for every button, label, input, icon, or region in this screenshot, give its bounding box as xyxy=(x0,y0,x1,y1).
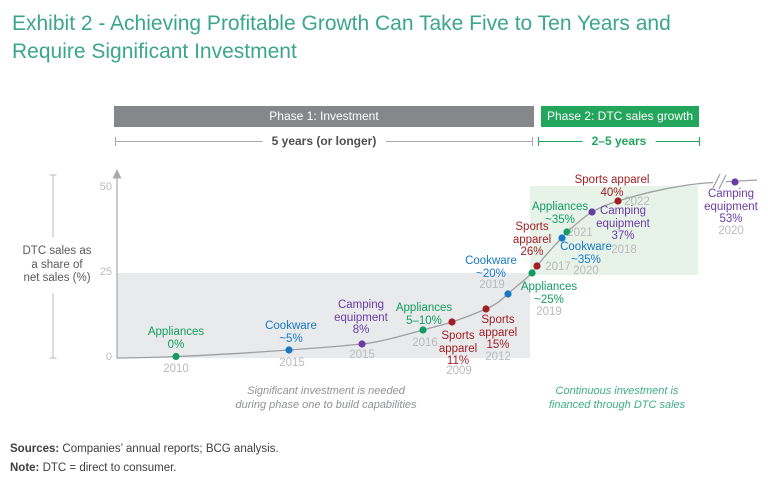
data-points xyxy=(172,178,739,361)
axis-break-icon xyxy=(712,173,727,190)
page-title: Exhibit 2 - Achieving Profitable Growth … xyxy=(12,10,671,66)
note-line: Note: DTC = direct to consumer. xyxy=(10,462,176,474)
data-point-cookware-2019 xyxy=(504,290,512,298)
y-axis-title-line1: DTC sales as xyxy=(22,245,92,257)
sources-text: Companies’ annual reports; BCG analysis. xyxy=(59,443,279,455)
y-axis-title-line3: net sales (%) xyxy=(23,272,91,284)
note-text: DTC = direct to consumer. xyxy=(39,462,177,474)
point-year-sports-40pct: 2022 xyxy=(624,196,650,208)
point-year-appliances-0pct: 2010 xyxy=(163,363,189,375)
point-label-cookware-5pct: Cookware ~5% xyxy=(265,320,317,345)
phase1-annotation: Significant investment is needed during … xyxy=(235,385,417,411)
point-year-cookware-20pct: 2019 xyxy=(479,279,505,291)
point-label-appliances-25pct: Appliances ~25% xyxy=(520,281,578,306)
phase2-bar: Phase 2: DTC sales growth xyxy=(541,106,699,127)
point-year-camping-53pct: 2020 xyxy=(718,225,744,237)
point-label-camping-53pct: Camping equipment 53% xyxy=(704,188,758,225)
point-label-sports-11pct: Sports apparel 11% xyxy=(438,330,478,367)
point-label-cookware-35pct: Cookware ~35% xyxy=(560,241,612,266)
phase2-shaded-band xyxy=(530,186,698,275)
data-point-sports-2017 xyxy=(533,262,541,270)
phase2-duration-span: 2–5 years xyxy=(538,134,700,148)
point-year-camping-37pct: 2018 xyxy=(611,244,637,256)
data-point-appliances-2019 xyxy=(528,269,536,277)
phase1-duration-tick-left xyxy=(115,137,116,146)
data-point-sports-2012 xyxy=(482,305,490,313)
point-label-camping-8pct: Camping equipment 8% xyxy=(334,299,388,336)
data-point-camping-2020 xyxy=(731,178,739,186)
point-label-appliances-5-10pct: Appliances 5–10% xyxy=(395,302,453,327)
sources-line: Sources: Companies’ annual reports; BCG … xyxy=(10,443,279,455)
point-year-camping-8pct: 2015 xyxy=(349,349,375,361)
data-point-appliances-2021 xyxy=(563,228,571,236)
data-point-appliances-2016 xyxy=(419,326,427,334)
data-point-camping-2018 xyxy=(588,208,596,216)
point-label-sports-15pct: Sports apparel 15% xyxy=(478,314,518,351)
point-year-sports-11pct: 2009 xyxy=(446,365,472,377)
y-axis-title: DTC sales as a share of net sales (%) xyxy=(7,245,107,286)
data-point-camping-2015 xyxy=(358,340,366,348)
point-year-sports-26pct: 2017 xyxy=(545,261,571,273)
phase2-duration-tick-left xyxy=(538,137,539,146)
y-tick-50: 50 xyxy=(99,181,112,193)
y-axis-bracket xyxy=(49,174,57,359)
point-year-cookware-5pct: 2015 xyxy=(279,357,305,369)
page-title-line1: Exhibit 2 - Achieving Profitable Growth … xyxy=(12,12,671,35)
data-point-sports-2022 xyxy=(614,197,622,205)
phase2-annotation: Continuous investment is financed throug… xyxy=(548,385,686,411)
phase1-duration-tick-right xyxy=(532,137,533,146)
phase1-bar: Phase 1: Investment xyxy=(114,106,534,127)
point-label-sports-40pct: Sports apparel 40% xyxy=(574,174,650,199)
point-label-appliances-35pct: Appliances ~35% xyxy=(531,201,589,226)
data-point-appliances-2010 xyxy=(172,352,180,361)
y-axis-line xyxy=(112,169,122,358)
point-year-cookware-35pct: 2020 xyxy=(573,265,599,277)
y-tick-0: 0 xyxy=(105,351,112,363)
data-point-cookware-2015 xyxy=(285,346,293,354)
phase2-duration-tick-right xyxy=(699,137,700,146)
point-year-appliances-25pct: 2019 xyxy=(536,306,562,318)
data-point-sports-2009 xyxy=(448,318,456,326)
point-label-camping-37pct: Camping equipment 37% xyxy=(596,205,650,242)
phase1-duration-label: 5 years (or longer) xyxy=(262,134,386,148)
point-year-sports-15pct: 2012 xyxy=(485,351,511,363)
point-label-sports-26pct: Sports apparel 26% xyxy=(512,221,552,258)
point-label-cookware-20pct: Cookware ~20% xyxy=(465,255,517,280)
data-point-cookware-2020 xyxy=(558,234,566,242)
sources-label: Sources: xyxy=(10,443,60,455)
point-year-appliances-35pct: 2021 xyxy=(567,227,593,239)
phase2-duration-label: 2–5 years xyxy=(582,134,656,148)
note-label: Note: xyxy=(10,462,40,474)
page-title-line2: Require Significant Investment xyxy=(12,40,297,63)
y-tick-25: 25 xyxy=(99,266,112,278)
y-axis-title-line2: a share of xyxy=(31,258,83,271)
point-year-appliances-5-10pct: 2016 xyxy=(412,337,438,349)
point-label-appliances-0pct: Appliances 0% xyxy=(147,326,205,351)
phase1-shaded-band xyxy=(117,273,530,358)
growth-curve xyxy=(116,179,758,359)
phase1-duration-span: 5 years (or longer) xyxy=(115,134,533,148)
